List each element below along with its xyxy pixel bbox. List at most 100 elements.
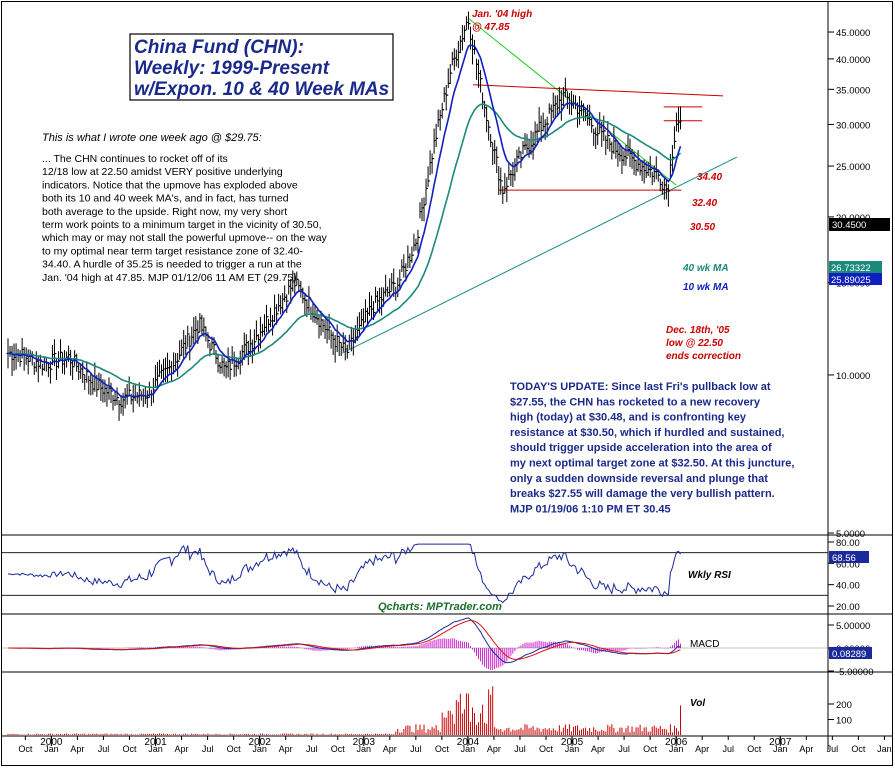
trend-lines (341, 17, 738, 354)
x-month-label: Jan (148, 744, 163, 754)
x-month-label: Apr (695, 744, 709, 754)
ma10-value-box (829, 273, 882, 285)
x-month-label: Jan (669, 744, 684, 754)
x-month-label: Jul (306, 744, 318, 754)
uptrend-line (341, 156, 738, 354)
macd-value: 0.08289 (832, 649, 866, 660)
ma10-value: 25.89025 (831, 275, 871, 286)
x-month-label: Jul (202, 744, 214, 754)
x-month-label: Jul (98, 744, 110, 754)
svg-text:China Fund (CHN):: China Fund (CHN): (134, 37, 304, 58)
price-y-tick-label: 40.0000 (836, 55, 870, 66)
title-line-2: Weekly: 1999-Present (134, 58, 330, 79)
macd-value-box (829, 647, 872, 659)
moving-averages (7, 44, 682, 399)
rsi-panel: 80.00 60.00 40.00 20.00 (2, 538, 860, 613)
x-month-label: Oct (331, 744, 346, 754)
x-month-label: Jul (618, 744, 630, 754)
level-34-40-label: 34.40 (697, 172, 722, 183)
update-line: $27.55, the CHN has rocketed to a new re… (510, 396, 761, 408)
x-month-label: Apr (487, 744, 501, 754)
x-year-label: 2005 (561, 737, 584, 748)
jan04-high-label-1: Jan. '04 high (472, 9, 532, 20)
x-year-label: 2003 (353, 737, 376, 748)
note-line: indicators. Notice that the upmove has e… (42, 179, 298, 191)
downtrend-line (467, 17, 677, 186)
rsi-value-box (829, 551, 869, 563)
source-label: Qcharts: MPTrader.com (378, 601, 502, 613)
x-month-label: Jan (773, 744, 788, 754)
x-month-label: Oct (435, 744, 450, 754)
x-year-label: 2000 (40, 737, 63, 748)
macd-y-tick-label: 5.00000 (836, 621, 870, 632)
x-month-label: Oct (227, 744, 242, 754)
last-price-box (829, 218, 890, 231)
price-y-tick-label: 25.0000 (836, 162, 870, 173)
ma40-line (7, 103, 682, 389)
note-heading: This is what I wrote one week ago @ $29.… (42, 132, 262, 144)
x-month-label: Apr (175, 744, 189, 754)
price-y-tick-label: 45.0000 (836, 28, 870, 39)
x-month-label: Oct (747, 744, 762, 754)
update-line: MJP 01/19/06 1:10 PM ET 30.45 (510, 503, 671, 515)
macd-label: MACD (690, 639, 719, 650)
update-line: high (today) at $30.48, and is confronti… (510, 412, 747, 424)
rsi-value: 68.56 (832, 553, 856, 564)
x-month-label: Oct (851, 744, 866, 754)
update-line: breaks $27.55 will damage the very bulli… (510, 488, 775, 500)
rsi-y-tick-label: 20.00 (836, 602, 860, 613)
macd-y-tick-label: -5.00000 (836, 667, 874, 678)
vol-label: Vol (690, 698, 705, 709)
update-line: TODAY'S UPDATE: Since last Fri's pullbac… (510, 381, 771, 393)
vol-y-tick-label: 200 (836, 700, 852, 711)
price-y-tick-label: 30.0000 (836, 120, 870, 131)
title-line-1: China Fund (CHN): (134, 37, 304, 58)
x-month-label: Apr (383, 744, 397, 754)
x-year-label: 2006 (665, 737, 688, 748)
update-line: my next optimal target zone at $32.50. A… (510, 458, 794, 470)
ma10-label: 10 wk MA (683, 282, 729, 293)
x-month-label: Oct (539, 744, 554, 754)
dec18-label-2: low @ 22.50 (666, 338, 723, 349)
resistance-line (473, 84, 724, 97)
x-month-label: Apr (279, 744, 293, 754)
x-month-label: Jan (565, 744, 580, 754)
update-line: should trigger upside acceleration into … (510, 442, 772, 454)
x-month-label: Jan (44, 744, 59, 754)
price-y-tick-label: 35.0000 (836, 85, 870, 96)
svg-text:Weekly: 1999-Present: Weekly: 1999-Present (134, 58, 330, 79)
ma10-line (7, 44, 682, 399)
level-32-40-label: 32.40 (692, 198, 717, 209)
note-line: both its 10 and 40 week MA's, and in fac… (42, 193, 289, 205)
last-price-value: 30.4500 (832, 220, 866, 231)
note-line: 34.40. A hurdle of 35.25 is needed to tr… (42, 259, 302, 271)
update-line: only a sudden downside reversal and plun… (510, 473, 768, 485)
rsi-y-tick-label: 60.00 (836, 559, 860, 570)
note-line: both average to the upside. Right now, m… (42, 206, 287, 218)
note-line: to my optimal near term target resistanc… (42, 245, 303, 257)
x-month-label: Jul (410, 744, 422, 754)
rsi-label: Wkly RSI (688, 570, 731, 581)
rsi-line (7, 543, 681, 604)
vol-y-tick-label: 100 (836, 716, 852, 727)
rsi-y-tick-label: 80.00 (836, 538, 860, 549)
ma40-label: 40 wk MA (682, 263, 729, 274)
x-month-label: Jul (722, 744, 734, 754)
x-year-label: 2001 (144, 737, 167, 748)
level-30-50-label: 30.50 (690, 222, 715, 233)
x-month-label: Oct (18, 744, 33, 754)
note-line: Jan. '04 high at 47.85. MJP 01/12/06 11 … (42, 272, 297, 284)
note-line: term work points to a minimum target in … (42, 219, 322, 231)
price-y-tick-label: 5.0000 (836, 529, 865, 540)
ma40-value: 26.73322 (831, 263, 871, 274)
rsi-y-tick-label: 40.00 (836, 581, 860, 592)
x-month-label: Jul (827, 744, 839, 754)
macd-panel: 5.000000.00000-5.00000 (2, 617, 874, 678)
jan04-high-label-2: @ 47.85 (472, 22, 510, 33)
x-month-label: Apr (591, 744, 605, 754)
title-box (129, 33, 394, 101)
x-month-label: Oct (122, 744, 137, 754)
price-bars (6, 11, 682, 421)
macd-signal-line (8, 619, 681, 660)
update-text: TODAY'S UPDATE: Since last Fri's pullbac… (510, 381, 794, 515)
